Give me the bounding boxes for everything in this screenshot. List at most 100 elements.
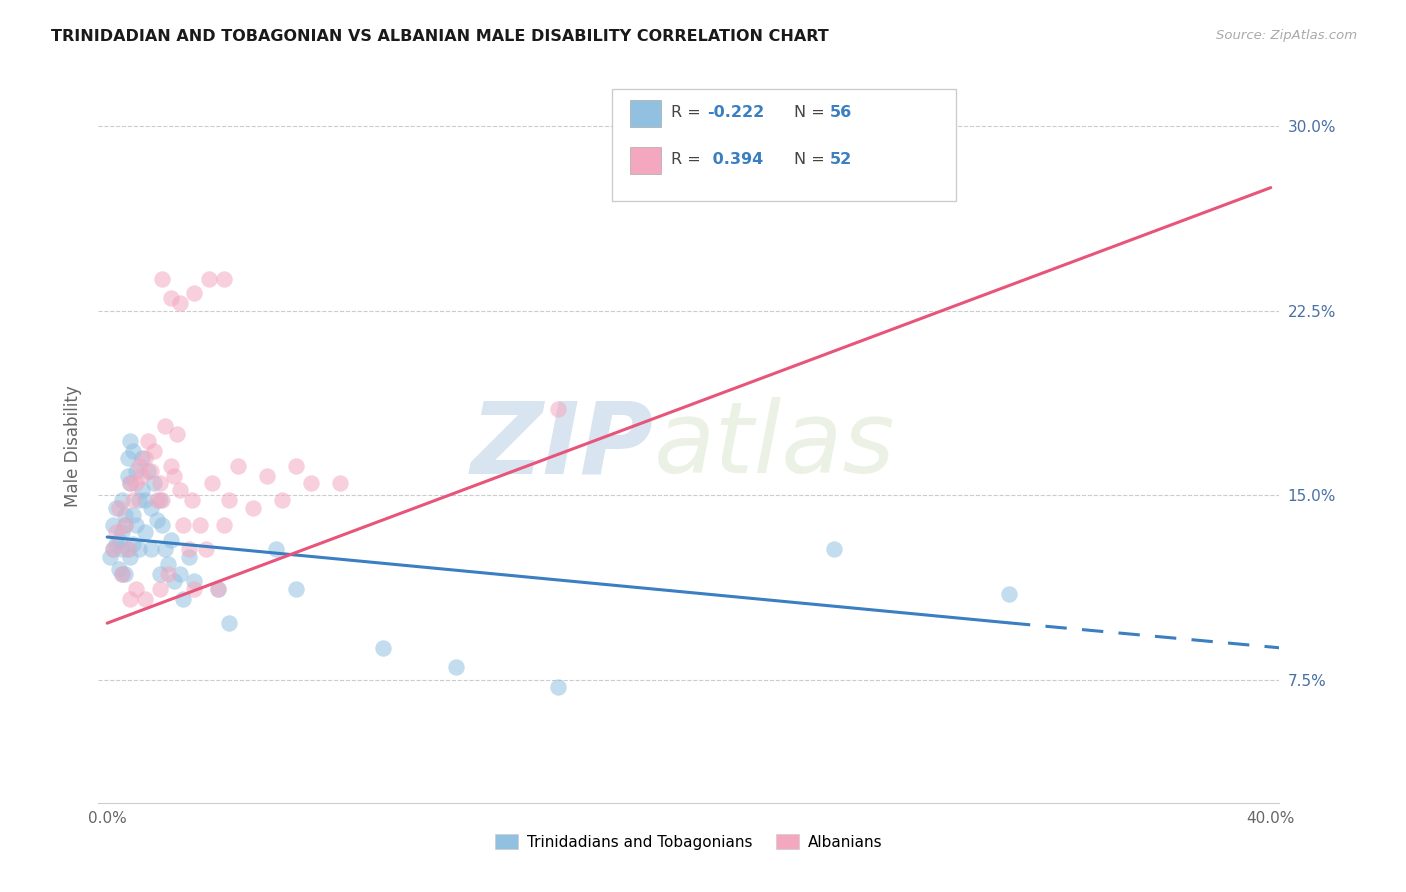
Point [183, 582, 205, 596]
Point [101, 542, 124, 557]
Point [285, 582, 308, 596]
Point [198, 271, 221, 285]
Point [256, 468, 278, 483]
Point [120, 475, 142, 490]
Point [131, 468, 153, 483]
Point [111, 493, 134, 508]
Point [107, 500, 129, 515]
Point [125, 582, 148, 596]
Point [183, 574, 205, 589]
Text: R =: R = [671, 153, 706, 167]
Point [166, 426, 188, 441]
Point [373, 640, 395, 655]
Point [155, 542, 177, 557]
Text: -0.222: -0.222 [707, 105, 765, 120]
Point [188, 517, 211, 532]
Point [104, 537, 127, 551]
Point [270, 493, 292, 508]
Point [122, 508, 145, 522]
Point [142, 444, 165, 458]
Point [212, 517, 235, 532]
Point [136, 434, 159, 448]
Point [145, 493, 167, 508]
Point [98, 549, 121, 564]
Point [218, 493, 240, 508]
Point [169, 483, 191, 498]
Point [207, 582, 229, 596]
Point [169, 566, 191, 581]
Text: atlas: atlas [654, 398, 896, 494]
Text: Source: ZipAtlas.com: Source: ZipAtlas.com [1216, 29, 1357, 43]
Point [111, 566, 134, 581]
Point [177, 542, 200, 557]
Point [547, 680, 569, 694]
Point [242, 500, 264, 515]
Text: 0.394: 0.394 [707, 153, 763, 167]
Point [139, 500, 162, 515]
Text: N =: N = [794, 153, 831, 167]
Point [125, 517, 148, 532]
Point [114, 566, 136, 581]
Point [207, 582, 229, 596]
Point [134, 525, 156, 540]
Point [114, 517, 136, 532]
Point [125, 475, 148, 490]
Point [299, 475, 322, 490]
Point [107, 562, 129, 576]
Point [152, 493, 174, 508]
Point [122, 493, 145, 508]
Point [111, 542, 134, 557]
Point [125, 464, 148, 478]
Point [131, 451, 153, 466]
Point [160, 458, 183, 473]
Point [998, 587, 1021, 601]
Point [104, 525, 127, 540]
Point [285, 458, 308, 473]
Point [157, 566, 180, 581]
Point [329, 475, 352, 490]
Point [120, 591, 142, 606]
Point [160, 291, 183, 305]
Point [134, 493, 156, 508]
Point [152, 271, 174, 285]
Point [152, 517, 174, 532]
Point [128, 493, 150, 508]
Point [128, 542, 150, 557]
Point [195, 542, 218, 557]
Point [172, 517, 194, 532]
Text: R =: R = [671, 105, 706, 120]
Text: TRINIDADIAN AND TOBAGONIAN VS ALBANIAN MALE DISABILITY CORRELATION CHART: TRINIDADIAN AND TOBAGONIAN VS ALBANIAN M… [51, 29, 828, 45]
Point [117, 468, 139, 483]
Point [183, 286, 205, 301]
Point [148, 582, 170, 596]
Point [180, 493, 202, 508]
Point [148, 475, 170, 490]
Point [218, 616, 240, 631]
Point [157, 557, 180, 571]
Point [139, 542, 162, 557]
Point [131, 483, 153, 498]
Point [111, 525, 134, 540]
Point [142, 475, 165, 490]
Point [177, 549, 200, 564]
Point [101, 517, 124, 532]
Point [136, 464, 159, 478]
Point [172, 591, 194, 606]
Point [444, 660, 467, 674]
Point [120, 475, 142, 490]
Text: 56: 56 [830, 105, 852, 120]
Point [148, 566, 170, 581]
Point [120, 434, 142, 448]
Point [114, 517, 136, 532]
Point [163, 574, 186, 589]
Point [101, 542, 124, 557]
Point [145, 513, 167, 527]
Point [823, 542, 845, 557]
Point [107, 533, 129, 547]
Point [117, 451, 139, 466]
Y-axis label: Male Disability: Male Disability [65, 385, 83, 507]
Point [264, 542, 287, 557]
Point [169, 296, 191, 310]
Point [547, 402, 569, 417]
Point [134, 591, 156, 606]
